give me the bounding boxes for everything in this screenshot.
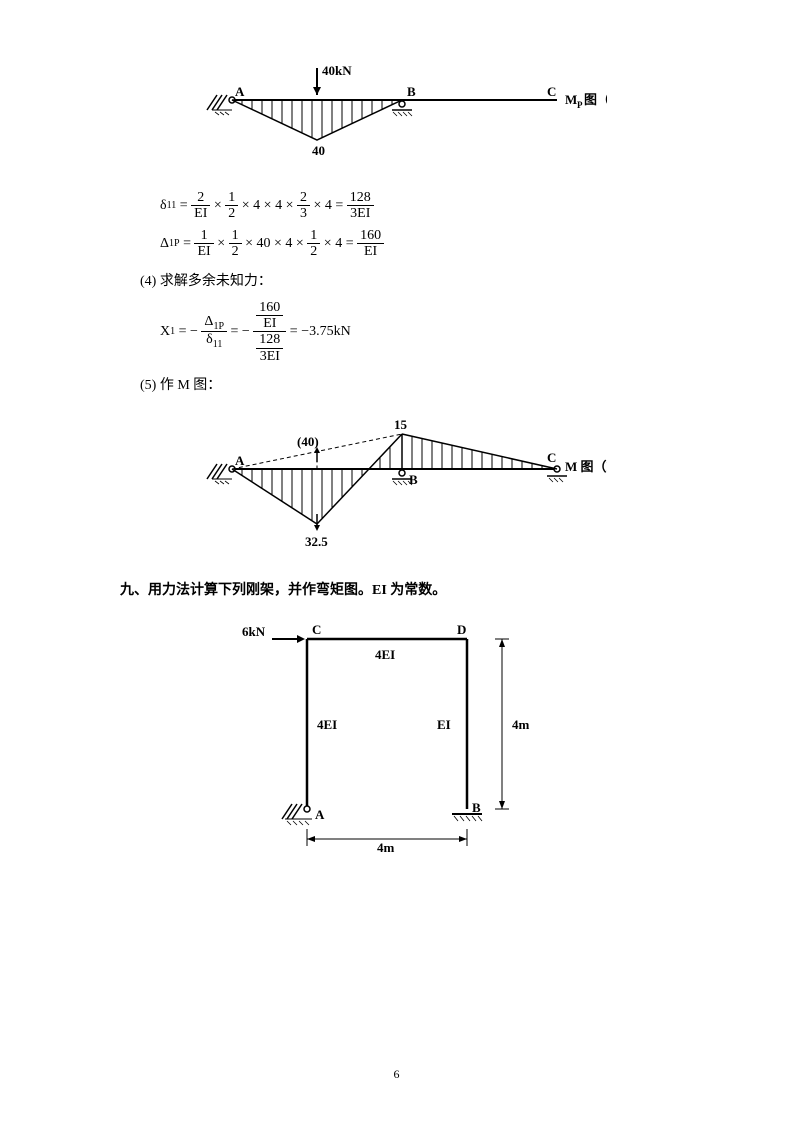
svg-text:A: A	[235, 84, 245, 99]
svg-text:B: B	[407, 84, 416, 99]
svg-text:EI: EI	[437, 717, 451, 732]
svg-text:B: B	[472, 800, 481, 815]
x1-equation: X1 = − Δ1P δ11 = − 160EI 1283EI = −3.75k…	[160, 300, 693, 365]
mp-diagram: 40kN A B C	[100, 60, 693, 170]
svg-text:32.5: 32.5	[305, 534, 328, 549]
svg-text:图（kN•m）: 图（kN•m）	[584, 92, 607, 107]
svg-text:15: 15	[394, 417, 408, 432]
svg-text:C: C	[547, 450, 556, 465]
problem-9-statement: 九、用力法计算下列刚架，并作弯矩图。EI 为常数。	[120, 579, 693, 599]
svg-text:4EI: 4EI	[317, 717, 337, 732]
svg-text:A: A	[235, 453, 245, 468]
svg-text:D: D	[457, 622, 466, 637]
svg-text:C: C	[547, 84, 556, 99]
svg-text:M 图（kN•m）: M 图（kN•m）	[565, 459, 607, 474]
step-5: (5) 作 M 图：	[140, 374, 693, 394]
force-label: 40kN	[322, 63, 352, 78]
page-number: 6	[394, 1067, 400, 1082]
step-4: (4) 求解多余未知力：	[140, 270, 693, 290]
frame-diagram: 6kN C D A B 4EI 4EI EI	[100, 614, 693, 874]
svg-text:P: P	[577, 100, 583, 110]
svg-text:A: A	[315, 807, 325, 822]
svg-text:C: C	[312, 622, 321, 637]
svg-text:4m: 4m	[377, 840, 395, 855]
m-diagram: A B C 15	[100, 414, 693, 554]
svg-text:(40): (40)	[297, 434, 319, 449]
svg-text:M: M	[565, 92, 577, 107]
delta-equations: δ11 = 2EI × 12 × 4 × 4 × 23 × 4 = 1283EI…	[160, 190, 693, 260]
svg-text:4EI: 4EI	[375, 647, 395, 662]
svg-text:4m: 4m	[512, 717, 530, 732]
svg-text:B: B	[409, 472, 418, 487]
svg-text:40: 40	[312, 143, 325, 158]
svg-text:6kN: 6kN	[242, 624, 266, 639]
